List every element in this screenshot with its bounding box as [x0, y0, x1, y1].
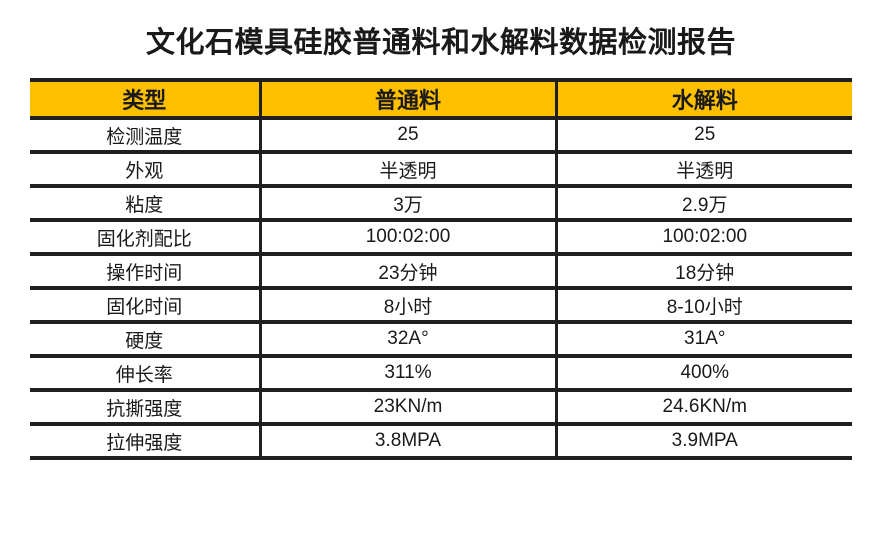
- table-row-appearance: 外观 半透明 半透明: [30, 152, 852, 188]
- table-row-viscosity: 粘度 3万 2.9万: [30, 186, 852, 222]
- row-label: 抗撕强度: [30, 390, 262, 426]
- table-row-tensile-strength: 拉伸强度 3.8MPA 3.9MPA: [30, 424, 852, 460]
- row-label: 固化剂配比: [30, 220, 262, 256]
- table-row-operation-time: 操作时间 23分钟 18分钟: [30, 254, 852, 290]
- row-label: 硬度: [30, 322, 262, 358]
- cell-ordinary-value: 311%: [260, 356, 558, 392]
- row-label: 粘度: [30, 186, 262, 222]
- cell-hydrolyzed-value: 半透明: [556, 152, 852, 188]
- column-header-hydrolyzed-material: 水解料: [556, 78, 852, 120]
- column-header-type: 类型: [30, 78, 262, 120]
- row-label: 外观: [30, 152, 262, 188]
- silicone-data-table: 类型 普通料 水解料 检测温度 25 25 外观 半透明 半透明 粘度 3万 2…: [30, 78, 852, 460]
- row-label: 检测温度: [30, 118, 262, 154]
- cell-ordinary-value: 23KN/m: [260, 390, 558, 426]
- cell-hydrolyzed-value: 25: [556, 118, 852, 154]
- cell-hydrolyzed-value: 18分钟: [556, 254, 852, 290]
- cell-hydrolyzed-value: 3.9MPA: [556, 424, 852, 460]
- cell-hydrolyzed-value: 31A°: [556, 322, 852, 358]
- row-label: 拉伸强度: [30, 424, 262, 460]
- cell-ordinary-value: 23分钟: [260, 254, 558, 290]
- table-row-elongation-rate: 伸长率 311% 400%: [30, 356, 852, 392]
- table-header-row: 类型 普通料 水解料: [30, 78, 852, 120]
- cell-ordinary-value: 3万: [260, 186, 558, 222]
- cell-hydrolyzed-value: 400%: [556, 356, 852, 392]
- cell-ordinary-value: 100:02:00: [260, 220, 558, 256]
- table-row-hardness: 硬度 32A° 31A°: [30, 322, 852, 358]
- table-row-curing-agent-ratio: 固化剂配比 100:02:00 100:02:00: [30, 220, 852, 256]
- cell-hydrolyzed-value: 24.6KN/m: [556, 390, 852, 426]
- table-row-curing-time: 固化时间 8小时 8-10小时: [30, 288, 852, 324]
- cell-ordinary-value: 3.8MPA: [260, 424, 558, 460]
- cell-ordinary-value: 8小时: [260, 288, 558, 324]
- column-header-ordinary-material: 普通料: [260, 78, 558, 120]
- report-title: 文化石模具硅胶普通料和水解料数据检测报告: [145, 27, 736, 59]
- row-label: 固化时间: [30, 288, 262, 324]
- cell-ordinary-value: 25: [260, 118, 558, 154]
- row-label: 操作时间: [30, 254, 262, 290]
- cell-ordinary-value: 32A°: [260, 322, 558, 358]
- table-row-detection-temperature: 检测温度 25 25: [30, 118, 852, 154]
- cell-ordinary-value: 半透明: [260, 152, 558, 188]
- table-row-tear-strength: 抗撕强度 23KN/m 24.6KN/m: [30, 390, 852, 426]
- row-label: 伸长率: [30, 356, 262, 392]
- cell-hydrolyzed-value: 100:02:00: [556, 220, 852, 256]
- cell-hydrolyzed-value: 8-10小时: [556, 288, 852, 324]
- cell-hydrolyzed-value: 2.9万: [556, 186, 852, 222]
